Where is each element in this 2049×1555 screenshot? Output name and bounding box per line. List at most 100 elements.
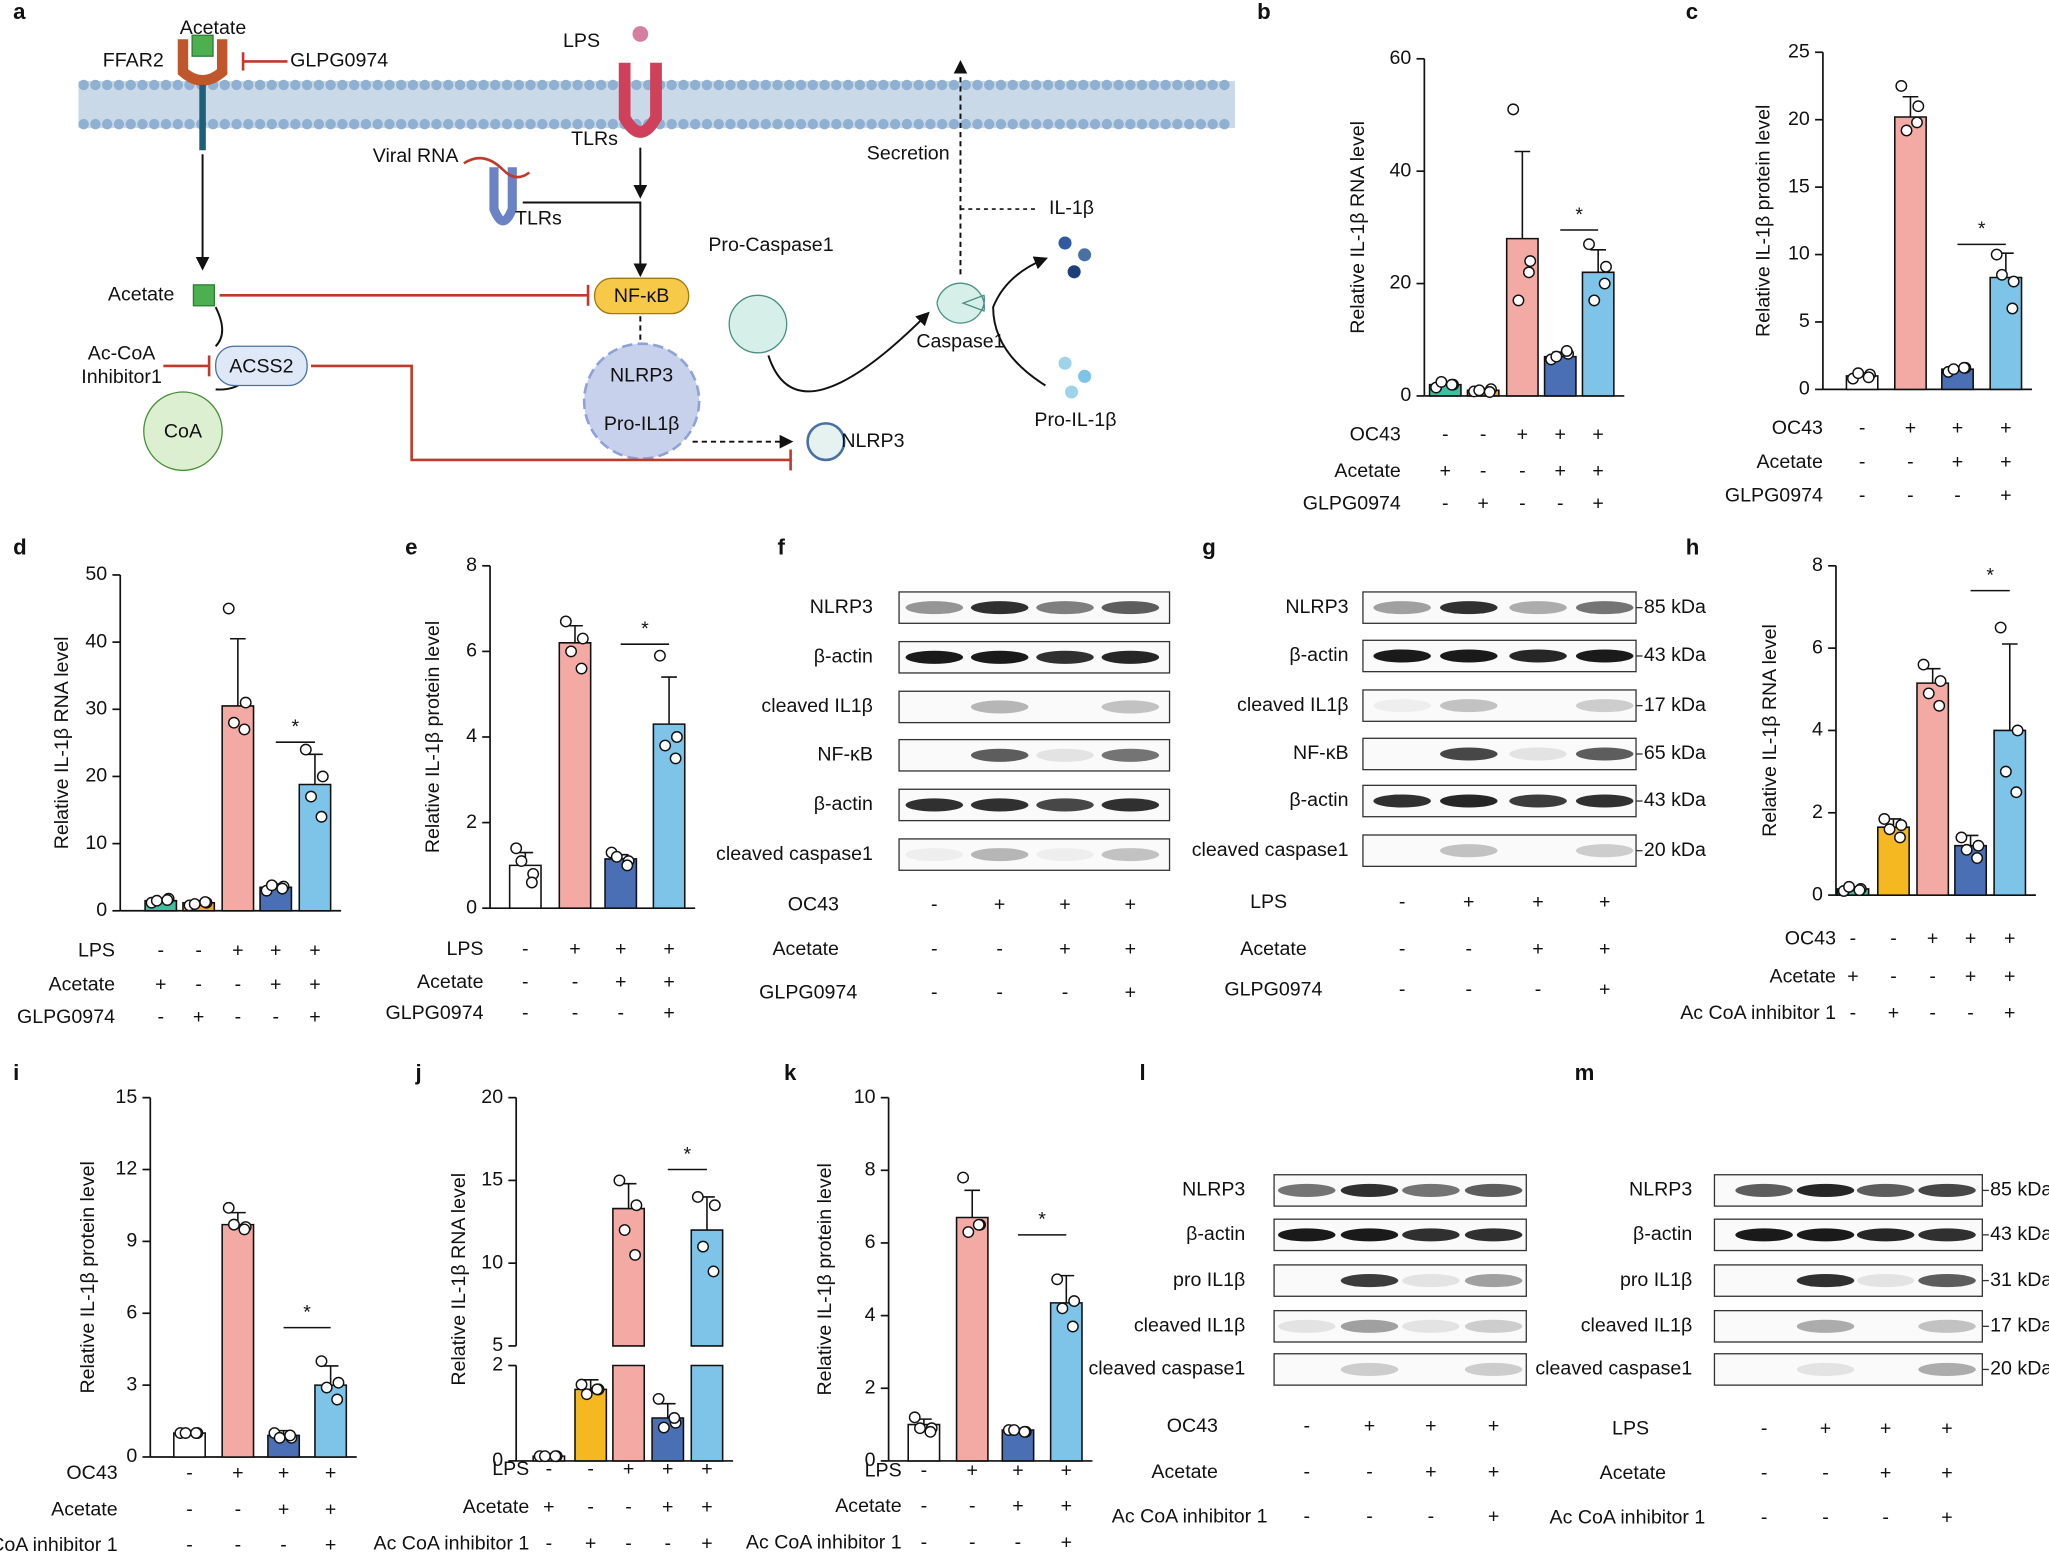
blot-band (1918, 1183, 1976, 1197)
condition-sign: - (1303, 1461, 1310, 1483)
blot-band (1918, 1319, 1976, 1333)
panel-letter: k (784, 1060, 797, 1085)
lipid (1207, 118, 1218, 130)
condition-sign: + (701, 1496, 712, 1518)
lipid (231, 79, 242, 91)
blot-band (1575, 794, 1634, 808)
data-point (1960, 843, 1973, 856)
condition-sign: - (235, 1499, 242, 1521)
lipid (983, 118, 995, 130)
condition-sign: - (1480, 423, 1487, 445)
lipid (548, 79, 560, 91)
lipid (1042, 118, 1054, 130)
y-tick-label: 0 (492, 1449, 503, 1471)
lipid (478, 79, 489, 91)
lipid (1101, 79, 1113, 91)
data-point (924, 1425, 937, 1438)
condition-sign: + (1012, 1495, 1023, 1517)
lipid (325, 79, 336, 91)
data-point (1917, 658, 1930, 671)
error-bar (1514, 150, 1531, 239)
blot-band (1036, 601, 1094, 615)
lipid (501, 79, 513, 91)
blot-band (1575, 649, 1634, 663)
bar (652, 723, 686, 909)
condition-sign: + (270, 973, 281, 995)
lipid (313, 118, 325, 130)
condition-sign: + (1965, 966, 1976, 988)
blot-strip (898, 838, 1171, 871)
condition-sign: - (195, 973, 202, 995)
kda-marker: 20 kDa (1644, 839, 1706, 861)
bar (612, 1207, 646, 1462)
lipid (1195, 79, 1207, 91)
label: Viral RNA (373, 145, 460, 167)
condition-sign: - (1442, 493, 1449, 515)
y-tick-label: 40 (85, 630, 107, 652)
blot-row-label: NLRP3 (1629, 1179, 1692, 1201)
condition-sign: - (921, 1495, 928, 1517)
data-point (565, 645, 578, 658)
bar (1049, 1302, 1083, 1462)
condition-sign: + (1941, 1507, 1952, 1529)
lipid (243, 79, 254, 91)
arrow (992, 256, 1048, 387)
label: LPS (563, 30, 600, 52)
lipid (148, 79, 160, 91)
lipid (995, 79, 1007, 91)
condition-label: OC43 (1350, 423, 1401, 445)
condition-sign: + (2004, 966, 2015, 988)
label: Ac-CoA (88, 342, 156, 364)
condition-sign: + (1847, 966, 1858, 988)
condition-sign: + (1927, 928, 1938, 950)
lipid (1042, 79, 1054, 91)
y-tick-label: 2 (466, 811, 477, 833)
condition-sign: - (1954, 485, 1961, 507)
condition-sign: + (1941, 1418, 1952, 1440)
label: FFAR2 (103, 50, 164, 72)
condition-sign: + (1880, 1418, 1891, 1440)
blot-band (1440, 699, 1498, 713)
condition-sign: - (969, 1495, 976, 1517)
label: CoA (164, 421, 203, 443)
condition-sign: + (1125, 894, 1136, 916)
blot-band (1373, 699, 1431, 713)
blot-band (1101, 700, 1160, 714)
ffar2-receptor (177, 39, 228, 86)
condition-sign: - (1557, 493, 1564, 515)
condition-sign: - (617, 1002, 624, 1024)
condition-sign: + (1555, 460, 1566, 482)
lipid (748, 79, 760, 91)
condition-sign: - (546, 1458, 553, 1480)
condition-label: OC43 (1772, 417, 1823, 439)
lipid (725, 118, 736, 130)
lps (632, 26, 649, 42)
condition-sign: + (1463, 891, 1474, 913)
condition-sign: + (623, 1458, 634, 1480)
y-tick-label: 12 (115, 1158, 137, 1180)
condition-label: Acetate (1240, 938, 1307, 960)
condition-sign: + (1941, 1462, 1952, 1484)
pro-il1b (1058, 356, 1072, 370)
bar (1993, 729, 2027, 896)
pro-caspase1 (728, 294, 788, 354)
condition-label: Acetate (1770, 966, 1837, 988)
blot-band (1464, 1274, 1523, 1288)
data-point (580, 1388, 593, 1401)
condition-label: LPS (78, 939, 115, 961)
blot-row-label: NLRP3 (1285, 596, 1348, 618)
lipid (1136, 118, 1148, 130)
data-point (962, 1226, 975, 1239)
lipid (1136, 79, 1148, 91)
condition-sign: - (1967, 1002, 1974, 1024)
condition-sign: + (2000, 417, 2011, 439)
data-point (299, 743, 312, 756)
lipid (889, 79, 901, 91)
lipid (513, 79, 525, 91)
data-point (1900, 124, 1913, 137)
condition-sign: + (1425, 1461, 1436, 1483)
data-point (1588, 294, 1601, 307)
condition-sign: - (1850, 1002, 1857, 1024)
panel-letter: c (1686, 0, 1698, 24)
